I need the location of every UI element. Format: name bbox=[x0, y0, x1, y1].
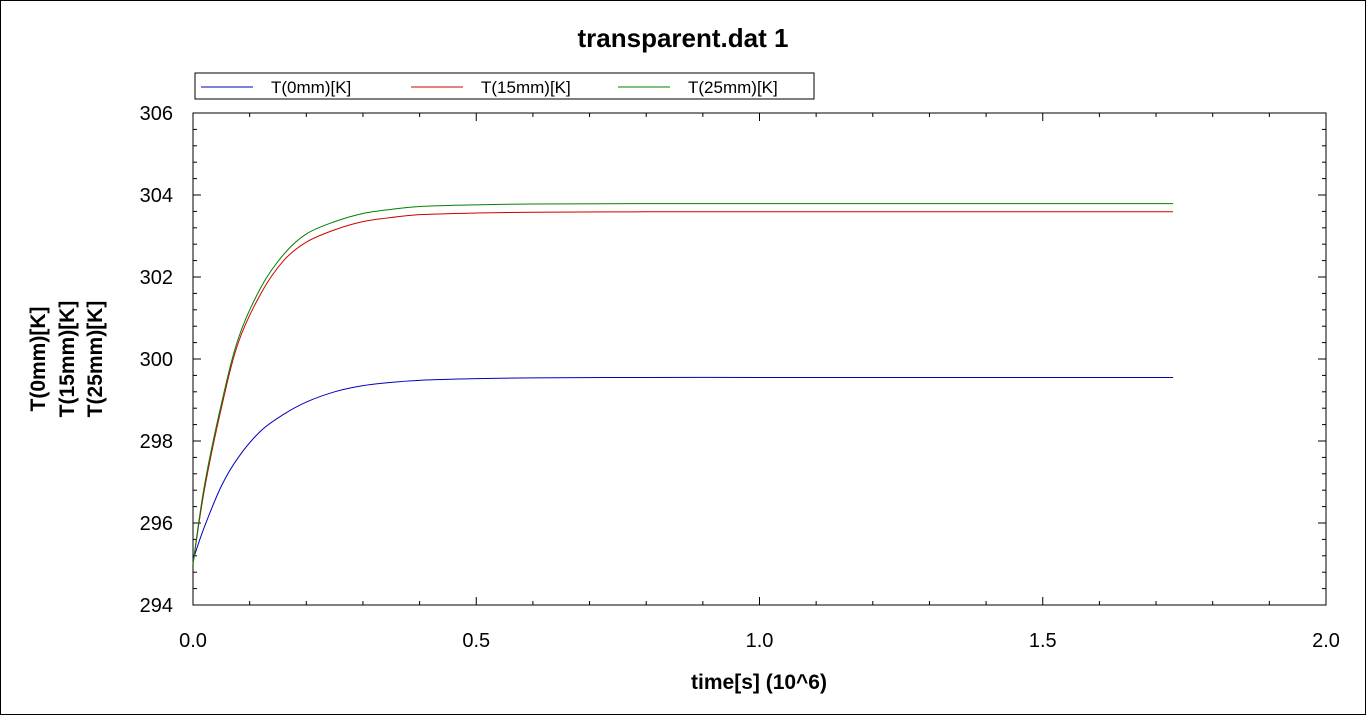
legend-box bbox=[194, 72, 815, 100]
x-axis-label: time[s] (10^6) bbox=[691, 671, 827, 694]
x-tick-label: 0.0 bbox=[179, 630, 207, 652]
x-axis: 0.0 0.5 1.0 1.5 2.0 bbox=[179, 113, 1340, 652]
y-tick-label: 304 bbox=[140, 185, 173, 207]
legend-label-2: T(15mm)[K] bbox=[481, 78, 571, 97]
series-lines bbox=[192, 203, 1174, 565]
y-tick-label: 296 bbox=[140, 513, 173, 535]
series-line-1 bbox=[192, 376, 1174, 561]
legend-label-1: T(0mm)[K] bbox=[271, 78, 351, 97]
y-axis: 294 296 298 300 302 304 306 bbox=[140, 103, 1326, 617]
y-tick-label: 294 bbox=[140, 595, 173, 617]
y-axis-label: T(0mm)[K] T(15mm)[K] T(25mm)[K] bbox=[27, 301, 107, 418]
y-tick-label: 302 bbox=[140, 267, 173, 289]
y-tick-label: 298 bbox=[140, 431, 173, 453]
y-axis-label-line-1: T(0mm)[K] bbox=[27, 307, 50, 412]
y-tick-label: 300 bbox=[140, 349, 173, 371]
x-tick-label: 0.5 bbox=[462, 630, 490, 652]
y-tick-label: 306 bbox=[140, 103, 173, 125]
x-tick-label: 1.0 bbox=[746, 630, 774, 652]
legend: T(0mm)[K] T(15mm)[K] T(25mm)[K] bbox=[194, 72, 815, 100]
chart-title: transparent.dat 1 bbox=[578, 23, 789, 53]
legend-label-3: T(25mm)[K] bbox=[688, 78, 778, 97]
x-tick-label: 1.5 bbox=[1029, 630, 1057, 652]
x-tick-label: 2.0 bbox=[1312, 630, 1340, 652]
plot-area bbox=[192, 112, 1327, 606]
series-line-2 bbox=[192, 211, 1174, 565]
y-axis-label-line-2: T(15mm)[K] bbox=[56, 301, 79, 418]
series-line-3 bbox=[192, 203, 1174, 565]
y-axis-label-line-3: T(25mm)[K] bbox=[84, 301, 107, 418]
